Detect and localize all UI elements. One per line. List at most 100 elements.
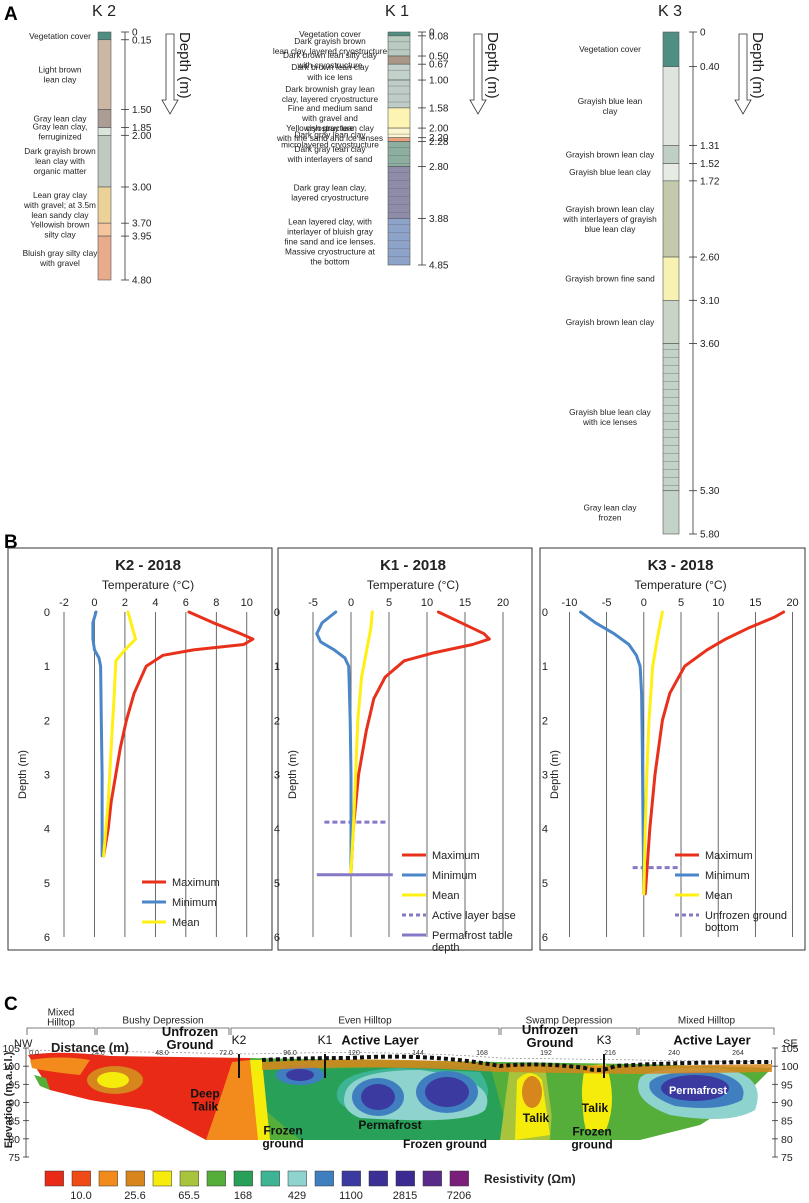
depth-tick-label: 0 — [700, 28, 706, 39]
depth-tick-label: 1.72 — [700, 176, 720, 187]
distance-tick-label: 192 — [540, 1050, 552, 1057]
chart-title: K2 - 2018 — [115, 557, 181, 574]
soil-layer — [97, 31, 112, 41]
depth-tick-label: 0.40 — [700, 62, 720, 73]
layer-label: Vegetation cover — [579, 44, 641, 54]
layer-label: Lean gray clay with gravel; at 3.5m lean s… — [23, 190, 96, 220]
soil-layer — [387, 137, 411, 142]
resistivity-body-left — [28, 1052, 250, 1140]
y-tick-label: 0 — [542, 607, 548, 619]
series-line-mean — [102, 610, 138, 858]
colorbar-swatch — [233, 1170, 253, 1187]
depth-tick-label: 5.30 — [700, 486, 720, 497]
y-tick-label: 1 — [44, 661, 50, 673]
layer-label: Yellowish gray lean clay with fine sand a… — [276, 123, 383, 143]
colorbar-swatch — [422, 1170, 442, 1187]
y-tick-label: 2 — [274, 715, 280, 727]
x-axis-title: Temperature (°C) — [367, 578, 459, 592]
depth-tick-label: 3.60 — [700, 339, 720, 350]
zone-label: Mixed Hilltop — [47, 1008, 75, 1029]
x-tick-label: 8 — [213, 597, 219, 609]
soil-layer — [387, 31, 411, 37]
layer-label: Gray lean clay frozen — [583, 502, 637, 522]
chart-frame — [7, 547, 273, 951]
soil-layer — [662, 300, 680, 344]
depth-tick-label: 2.20 — [429, 133, 449, 144]
talik-zone — [581, 1064, 612, 1130]
chart-frame — [277, 547, 533, 951]
zone-label: Swamp Depression — [526, 1016, 613, 1027]
colorbar-swatch — [287, 1170, 307, 1187]
y-tick-label: 3 — [274, 770, 280, 782]
zone-label: Mixed Hilltop — [678, 1016, 736, 1027]
depth-tick-label: 3.70 — [132, 219, 152, 230]
colorbar-label: 25.6 — [124, 1190, 145, 1202]
x-tick-label: -2 — [59, 597, 69, 609]
depth-tick-label: 1.52 — [700, 159, 720, 170]
y-tick-label: 5 — [542, 878, 548, 890]
depth-tick-label: 5.80 — [700, 530, 720, 541]
resistivity-zone — [34, 1075, 50, 1090]
resistivity-zone — [97, 1072, 129, 1088]
colorbar-swatch — [368, 1170, 388, 1187]
layer-label: Vegetation cover — [299, 29, 361, 39]
y-tick-label: 1 — [274, 661, 280, 673]
series-line-maximum — [643, 610, 786, 896]
legend-label: Minimum — [172, 897, 217, 909]
y-tick-label: 0 — [44, 607, 50, 619]
distance-tick-label: 48.0 — [155, 1050, 169, 1057]
series-line-minimum — [91, 610, 104, 858]
permafrost-core — [425, 1077, 469, 1107]
soil-layer — [387, 55, 411, 65]
section-annotation: Frozen ground — [571, 1125, 612, 1152]
colorbar-label: 168 — [234, 1190, 252, 1202]
colorbar-swatch — [71, 1170, 91, 1187]
colorbar-label: 65.5 — [178, 1190, 199, 1202]
series-line-mean — [349, 610, 374, 874]
y-tick-label: 1 — [542, 661, 548, 673]
depth-tick-label: 1.31 — [700, 141, 720, 152]
soil-layer — [387, 63, 411, 81]
depth-tick-label: 0 — [429, 28, 435, 39]
soil-layer — [662, 490, 680, 535]
section-annotation: Permafrost — [358, 1118, 421, 1132]
x-tick-label: 5 — [678, 597, 684, 609]
x-axis-title: Temperature (°C) — [634, 578, 726, 592]
colorbar-swatch — [125, 1170, 145, 1187]
series-line-maximum — [349, 610, 491, 874]
chart-frame — [539, 547, 806, 951]
layer-label: Dark brownish gray lean clay, layered cry… — [282, 84, 379, 104]
colorbar-label: 1100 — [339, 1190, 363, 1202]
distance-tick-label: 168 — [476, 1050, 488, 1057]
y-tick-label: 0 — [274, 607, 280, 619]
colorbar-swatch — [179, 1170, 199, 1187]
series-line-minimum — [315, 610, 353, 869]
series-line-mean — [642, 610, 664, 896]
depth-tick-label: 0.50 — [429, 52, 449, 63]
layer-label: Grayish blue lean clay with ice lenses — [569, 407, 651, 427]
elevation-tick-label: 80 — [8, 1134, 20, 1146]
soil-layer — [662, 145, 680, 164]
distance-tick-label: 120 — [348, 1050, 360, 1057]
legend-label: Maximum — [705, 850, 753, 862]
depth-tick-label: 0 — [132, 28, 138, 39]
layer-label: Dark brown lean silty clay with cryostruc… — [283, 50, 378, 70]
legend-label: Permafrost table depth — [432, 930, 513, 954]
distance-tick-label: 0.0 — [29, 1050, 39, 1057]
depth-tick-label: 2.60 — [700, 253, 720, 264]
depth-tick-label: 4.80 — [132, 276, 152, 287]
colorbar-swatch — [206, 1170, 226, 1187]
soil-layer — [387, 141, 411, 167]
elevation-tick-label: 95 — [781, 1079, 793, 1091]
x-axis-title: Temperature (°C) — [102, 578, 194, 592]
colorbar-swatch — [260, 1170, 280, 1187]
depth-tick-label: 3.00 — [132, 183, 152, 194]
layer-label: Dark grayish brown lean clay with organic … — [24, 146, 96, 176]
depth-axis-title: Depth (m) — [484, 32, 501, 99]
series-line-maximum — [102, 610, 255, 858]
distance-axis-title: Distance (m) — [51, 1040, 129, 1055]
legend-label: Minimum — [432, 870, 477, 882]
distance-tick-label: 144 — [412, 1050, 424, 1057]
x-tick-label: 4 — [152, 597, 158, 609]
